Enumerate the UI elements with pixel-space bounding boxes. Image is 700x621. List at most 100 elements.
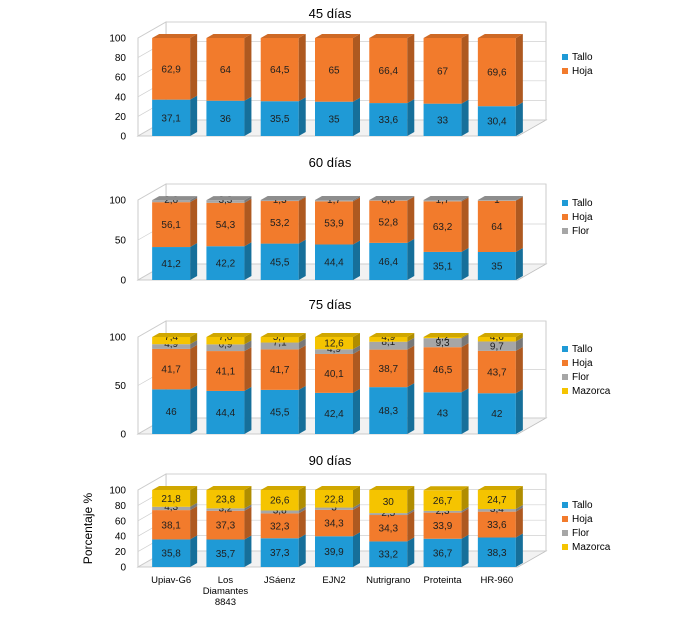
bar-front bbox=[369, 242, 408, 280]
data-label: 7,4 bbox=[164, 332, 178, 343]
bar-flor: 1 bbox=[477, 195, 523, 206]
bar-front bbox=[260, 510, 299, 514]
bar-top bbox=[369, 333, 415, 337]
data-label: 43,7 bbox=[487, 368, 507, 379]
data-label: 69,6 bbox=[487, 68, 507, 79]
bar-hoja: 34,3 bbox=[315, 505, 360, 537]
bar-side bbox=[461, 34, 469, 104]
data-label: 4,3 bbox=[164, 502, 178, 513]
bar-side bbox=[407, 34, 415, 104]
bar-front bbox=[152, 389, 191, 434]
bar-side bbox=[298, 509, 306, 539]
bar-side bbox=[244, 340, 252, 352]
bar-tallo: 45,5 bbox=[260, 385, 306, 434]
legend-swatch bbox=[562, 544, 568, 550]
data-label: 37,3 bbox=[270, 548, 290, 559]
data-label: 41,2 bbox=[161, 259, 181, 270]
bar-side bbox=[461, 334, 469, 348]
bar-top bbox=[477, 486, 523, 490]
bar-front bbox=[206, 490, 245, 509]
bar-side bbox=[407, 196, 415, 243]
bar-tallo: 43 bbox=[423, 388, 469, 434]
bar-hoja: 67 bbox=[423, 34, 469, 104]
data-label: 2,6 bbox=[164, 195, 178, 206]
data-label: 37,1 bbox=[161, 113, 181, 124]
bar-side bbox=[353, 345, 360, 354]
bar-front bbox=[423, 490, 462, 511]
bar-tallo: 33 bbox=[423, 99, 469, 136]
chart-panel-2: 0 50 100 60 días 41,2 56,1 2,6 42,2 54,3 3,3 45,5 5… bbox=[109, 155, 593, 287]
bar-mazorca: 12,6 bbox=[315, 333, 360, 350]
data-label: 40,1 bbox=[324, 369, 344, 380]
bar-top bbox=[477, 196, 523, 200]
bar-hoja: 64,5 bbox=[260, 34, 306, 102]
bar-side bbox=[190, 340, 198, 349]
bar-tallo: 36,7 bbox=[423, 534, 469, 567]
bar-top bbox=[260, 196, 306, 200]
data-label: 44,4 bbox=[216, 408, 236, 419]
bar-hoja: 53,9 bbox=[315, 197, 360, 245]
bar-front bbox=[423, 392, 462, 434]
bar-side bbox=[353, 197, 360, 245]
chart-title: 75 días bbox=[309, 297, 352, 312]
chart-title: 90 días bbox=[309, 453, 352, 468]
chart-title: 45 días bbox=[309, 6, 352, 21]
bar-front bbox=[423, 347, 462, 393]
y-tick-label: 50 bbox=[115, 236, 127, 247]
bar-side bbox=[190, 196, 198, 203]
bar-flor: 2,6 bbox=[152, 195, 198, 206]
bar-hoja: 32,3 bbox=[260, 509, 306, 539]
bar-hoja: 56,1 bbox=[152, 198, 198, 248]
bar-front bbox=[152, 344, 191, 349]
bar-tallo: 42,4 bbox=[315, 388, 360, 434]
bar-front bbox=[315, 38, 353, 102]
legend-swatch bbox=[562, 530, 568, 536]
bar-front bbox=[260, 337, 299, 343]
bar-side bbox=[298, 239, 306, 280]
bar-side bbox=[298, 345, 306, 390]
data-label: 38,7 bbox=[379, 364, 399, 375]
bar-top bbox=[206, 34, 252, 38]
bar-hoja: 46,5 bbox=[423, 343, 469, 393]
bar-top bbox=[152, 333, 198, 337]
bar-tallo: 48,3 bbox=[369, 383, 415, 434]
bar-side bbox=[407, 99, 415, 136]
data-label: 3 bbox=[331, 503, 337, 514]
data-label: 7,6 bbox=[218, 332, 232, 343]
data-label: 1,7 bbox=[436, 195, 450, 206]
bar-front bbox=[206, 351, 245, 391]
legend-label: Tallo bbox=[572, 344, 593, 355]
bar-side bbox=[353, 532, 360, 567]
bar-tallo: 35 bbox=[477, 248, 523, 280]
data-label: 46,4 bbox=[379, 257, 399, 268]
bar-front bbox=[477, 490, 516, 510]
bar-front bbox=[152, 247, 191, 280]
bar-flor: 4,3 bbox=[152, 502, 198, 513]
data-label: 67 bbox=[437, 66, 449, 77]
y-tick-label: 40 bbox=[115, 92, 127, 103]
category-label: EJN2 bbox=[322, 575, 345, 586]
legend-label: Flor bbox=[572, 528, 590, 539]
data-label: 4,9 bbox=[381, 332, 395, 343]
bar-front bbox=[477, 350, 516, 394]
bar-top bbox=[369, 486, 415, 490]
data-label: 34,3 bbox=[379, 524, 399, 535]
bar-front bbox=[477, 341, 516, 351]
bar-hoja: 69,6 bbox=[477, 34, 523, 107]
bar-hoja: 43,7 bbox=[477, 346, 523, 394]
category-label: Los Diamantes 8843 bbox=[203, 575, 249, 608]
data-label: 4,9 bbox=[164, 339, 178, 350]
bar-mazorca: 4,6 bbox=[477, 332, 523, 343]
data-label: 30 bbox=[383, 497, 395, 508]
bar-hoja: 41,7 bbox=[152, 344, 198, 390]
bar-side bbox=[244, 347, 252, 391]
legend-swatch bbox=[562, 200, 568, 206]
bar-flor: 8,1 bbox=[369, 337, 415, 350]
legend-swatch bbox=[562, 214, 568, 220]
bar-mazorca: 7,6 bbox=[206, 332, 252, 345]
bar-side bbox=[298, 34, 306, 102]
data-label: 8,1 bbox=[381, 337, 395, 348]
bar-hoja: 64 bbox=[477, 196, 523, 252]
bar-side bbox=[244, 504, 252, 511]
data-label: 30,4 bbox=[487, 117, 507, 128]
